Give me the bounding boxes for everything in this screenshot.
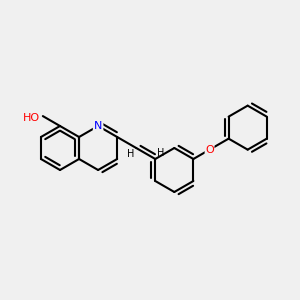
Text: H: H xyxy=(157,148,165,158)
Text: H: H xyxy=(127,149,134,159)
Text: HO: HO xyxy=(23,113,40,123)
Text: O: O xyxy=(205,145,214,155)
Text: N: N xyxy=(94,121,102,131)
